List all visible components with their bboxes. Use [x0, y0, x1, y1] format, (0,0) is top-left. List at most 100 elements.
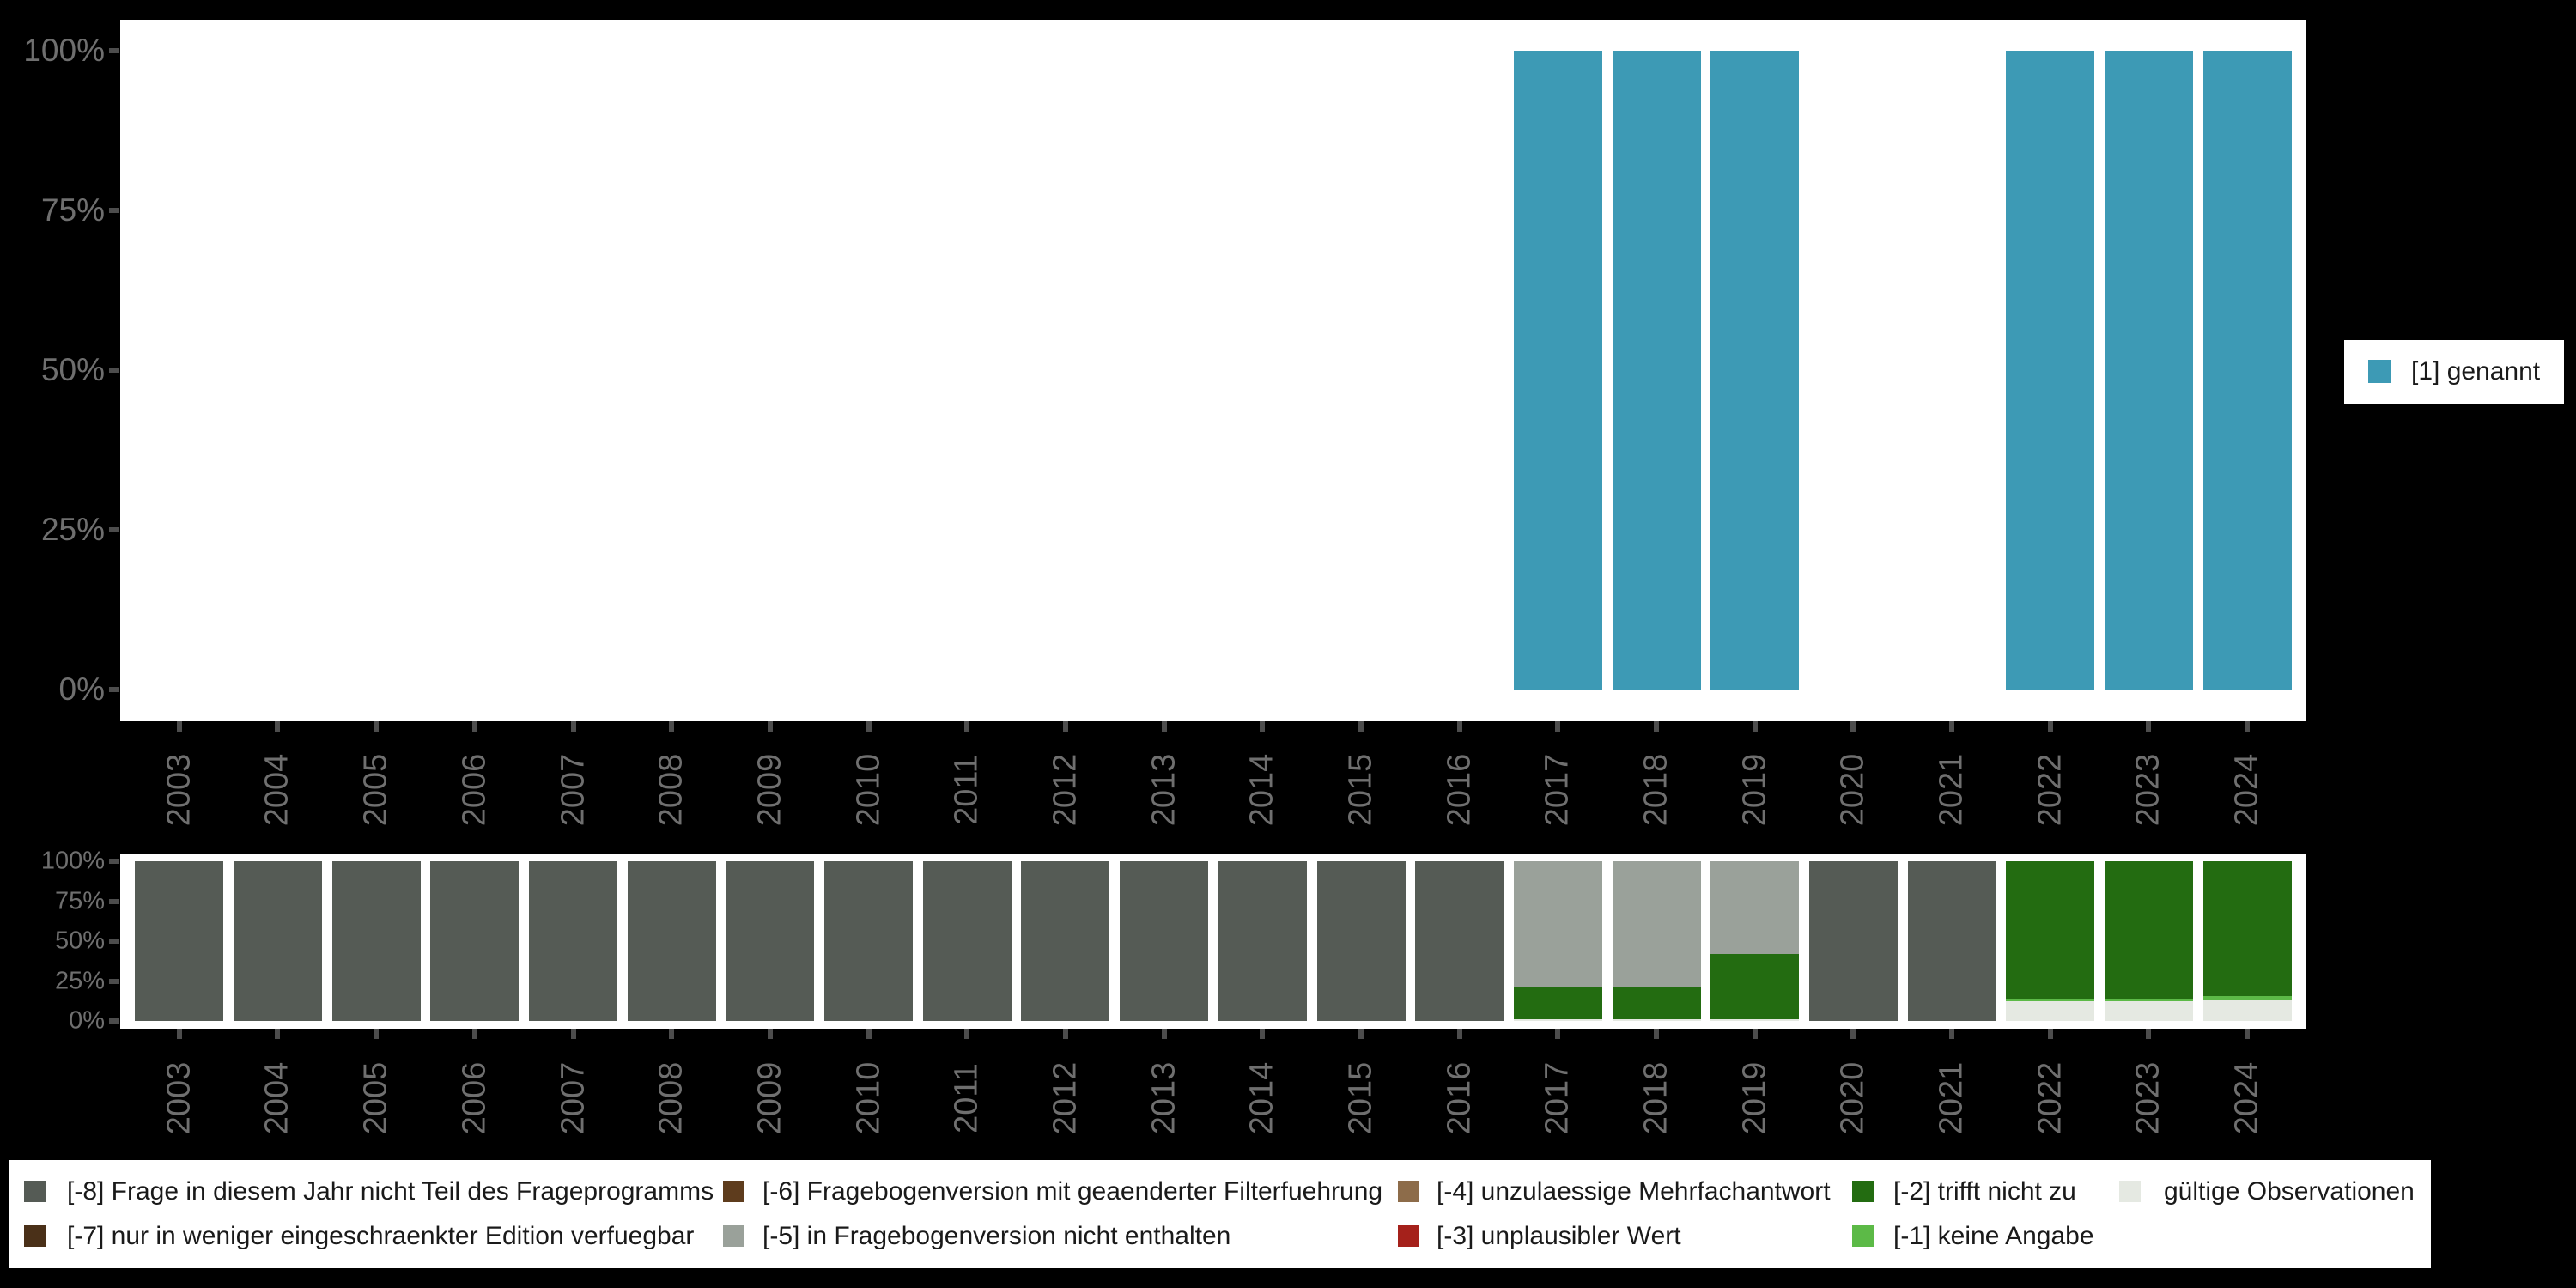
legend-label-minus2: [-2] trifft nicht zu [1893, 1177, 2076, 1206]
x-axis-tick [1850, 1029, 1856, 1039]
x-axis-label-2023: 2023 [2129, 753, 2166, 827]
x-axis-label-2003: 2003 [161, 753, 197, 827]
y-axis-label: 25% [40, 512, 105, 547]
x-axis-tick [1654, 721, 1659, 732]
x-axis-tick [2146, 1029, 2152, 1039]
y-axis-tick [109, 208, 119, 213]
x-axis-tick [1161, 1029, 1167, 1039]
bar-segment-2024 [2202, 996, 2292, 1000]
y-axis-label: 0% [69, 1006, 105, 1035]
bar-segment-2021 [1907, 861, 1996, 1021]
y-axis-tick [109, 978, 119, 984]
x-axis-tick [1555, 721, 1561, 732]
bar-segment-2017 [1513, 861, 1602, 987]
x-axis-tick [471, 1029, 477, 1039]
bar-segment-2024 [2202, 999, 2292, 1021]
x-axis-tick [570, 721, 576, 732]
bar-segment-2023 [2104, 861, 2193, 999]
x-axis-label-2020: 2020 [1834, 753, 1871, 827]
bar-segment-2022 [2006, 1000, 2095, 1022]
x-axis-label-2007: 2007 [555, 1061, 592, 1135]
bar-segment-2003 [135, 861, 224, 1021]
y-axis-tick [109, 48, 119, 53]
x-axis-tick [1260, 721, 1266, 732]
bar-segment-2012 [1021, 861, 1110, 1021]
x-axis-label-2012: 2012 [1047, 1061, 1084, 1135]
x-axis-label-2004: 2004 [258, 753, 295, 827]
top-plot-area [120, 20, 2306, 721]
x-axis-tick [2245, 1029, 2251, 1039]
x-axis-tick [275, 721, 281, 732]
x-axis-tick [2146, 721, 2152, 732]
x-axis-label-2015: 2015 [1342, 753, 1379, 827]
x-axis-tick [767, 1029, 773, 1039]
x-axis-tick [374, 721, 380, 732]
y-axis-label: 50% [54, 927, 105, 955]
x-axis-tick [669, 721, 675, 732]
x-axis-label-2022: 2022 [2032, 753, 2069, 827]
bar-segment-2008 [627, 861, 716, 1021]
x-axis-tick [1850, 721, 1856, 732]
x-axis-tick [1358, 1029, 1364, 1039]
x-axis-tick [2245, 721, 2251, 732]
x-axis-label-2019: 2019 [1736, 753, 1773, 827]
bar-segment-2022 [2006, 861, 2095, 999]
y-axis-label: 50% [40, 352, 105, 387]
y-axis-tick [109, 859, 119, 864]
x-axis-tick [374, 1029, 380, 1039]
x-axis-tick [471, 721, 477, 732]
bar-segment-2004 [234, 861, 322, 1021]
x-axis-tick [275, 1029, 281, 1039]
x-axis-tick [1062, 1029, 1068, 1039]
x-axis-label-2005: 2005 [357, 753, 394, 827]
y-axis-label: 75% [54, 887, 105, 914]
x-axis-label-2009: 2009 [751, 753, 788, 827]
x-axis-tick [1260, 1029, 1266, 1039]
legend-swatch-minus8 [24, 1181, 46, 1202]
x-axis-tick [1752, 1029, 1758, 1039]
x-axis-label-2017: 2017 [1539, 1061, 1576, 1135]
bar-segment-2020 [1808, 861, 1898, 1021]
x-axis-label-2023: 2023 [2129, 1061, 2166, 1135]
bar-segment-2017 [1513, 1019, 1602, 1021]
y-axis-tick [109, 898, 119, 904]
legend-swatch-minus7 [24, 1225, 46, 1247]
x-axis-label-2016: 2016 [1441, 1061, 1478, 1135]
x-axis-label-2013: 2013 [1145, 1061, 1182, 1135]
x-axis-tick [1949, 721, 1955, 732]
y-axis-label: 75% [40, 192, 105, 228]
x-axis-label-2007: 2007 [555, 753, 592, 827]
legend-swatch-genannt [2368, 360, 2391, 383]
x-axis-tick [669, 1029, 675, 1039]
x-axis-tick [1062, 721, 1068, 732]
bar-segment-2009 [726, 861, 815, 1021]
x-axis-tick [866, 1029, 872, 1039]
bar-segment-2022 [2006, 51, 2095, 690]
bar-segment-2017 [1513, 987, 1602, 1019]
bar-segment-2019 [1710, 51, 1800, 690]
legend-label-minus8: [-8] Frage in diesem Jahr nicht Teil des… [67, 1177, 714, 1206]
x-axis-label-2010: 2010 [850, 1061, 887, 1135]
legend-label-genannt: [1] genannt [2411, 357, 2541, 386]
bar-segment-2019 [1710, 1019, 1800, 1021]
x-axis-label-2005: 2005 [357, 1061, 394, 1135]
x-axis-label-2024: 2024 [2228, 753, 2265, 827]
bar-segment-2024 [2202, 51, 2292, 690]
bar-segment-2023 [2104, 51, 2193, 690]
x-axis-label-2019: 2019 [1736, 1061, 1773, 1135]
y-axis-tick [109, 687, 119, 692]
x-axis-label-2015: 2015 [1342, 1061, 1379, 1135]
x-axis-tick [176, 1029, 182, 1039]
x-axis-tick [1949, 1029, 1955, 1039]
legend-label-valid: gültige Observationen [2164, 1177, 2415, 1206]
x-axis-tick [1161, 721, 1167, 732]
x-axis-tick [1654, 1029, 1659, 1039]
x-axis-tick [1456, 1029, 1462, 1039]
x-axis-label-2008: 2008 [653, 753, 690, 827]
bar-segment-2015 [1316, 861, 1406, 1021]
legend-swatch-minus2 [1852, 1181, 1874, 1202]
bar-segment-2018 [1612, 987, 1701, 1019]
bar-segment-2017 [1513, 51, 1602, 690]
legend-label-minus1: [-1] keine Angabe [1893, 1222, 2094, 1250]
y-axis-tick [109, 1018, 119, 1024]
